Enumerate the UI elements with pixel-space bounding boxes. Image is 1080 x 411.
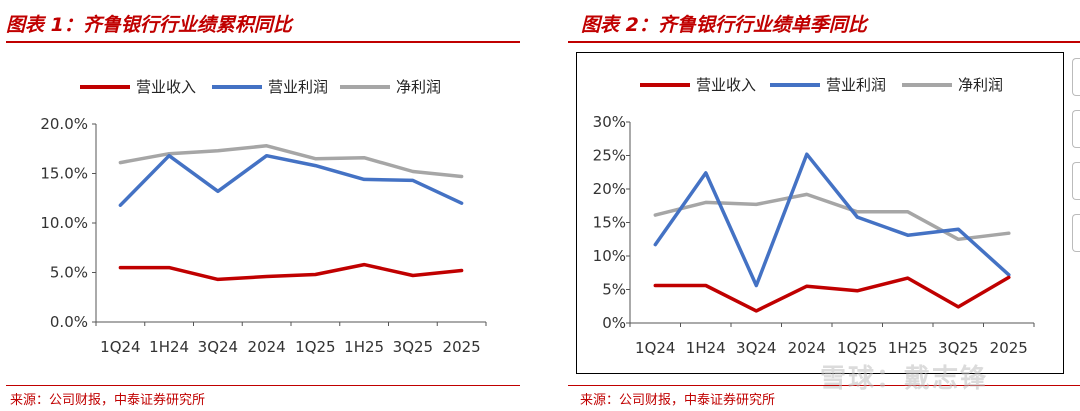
chart2-x-tick-label: 2025: [990, 339, 1028, 357]
chart1-x-tick-label: 1Q24: [100, 338, 140, 356]
chart2-x-tick-label: 2024: [788, 339, 826, 357]
chart1-title-rule: [6, 41, 520, 43]
chart2-x-tick-label: 1Q25: [837, 339, 877, 357]
chart2-y-tick-label: 15%: [593, 214, 626, 232]
chart2-series-line-3: [653, 192, 1011, 242]
chart1-x-tick-label: 1H24: [149, 338, 189, 356]
chart2-title-rule: [568, 41, 1080, 43]
chart2-legend-label: 营业收入: [696, 76, 756, 94]
chart1-source: 来源：公司财报，中泰证券研究所: [10, 393, 206, 408]
chart2-frame: [576, 52, 1064, 374]
chart1-legend-label: 净利润: [396, 78, 441, 96]
chart2-y-tick-label: 25%: [593, 147, 626, 165]
chart1-legend-label: 营业收入: [136, 78, 196, 96]
chart2-series-line-2: [653, 152, 1011, 288]
chart2-x-tick-label: 3Q24: [736, 339, 776, 357]
chart2-y-tick-label: 30%: [593, 113, 626, 131]
chart2-x-tick-label: 1H24: [686, 339, 726, 357]
chart1-x-tick-label: 1Q25: [295, 338, 335, 356]
chart2-y-tick-label: 0%: [602, 314, 626, 332]
chart1-series-line-3: [118, 144, 464, 179]
chart2-y-tick-label: 10%: [593, 247, 626, 265]
edge-tabs: [1072, 58, 1080, 288]
chart2-x-tick-label: 1Q24: [635, 339, 675, 357]
chart2-source-rule: [568, 385, 1080, 386]
chart1-x-tick-label: 3Q24: [198, 338, 238, 356]
chart2-legend-label: 营业利润: [826, 76, 886, 94]
chart1-source-rule: [6, 385, 520, 386]
chart1-legend-label: 营业利润: [268, 78, 328, 96]
chart1-x-tick-label: 2025: [443, 338, 481, 356]
chart1-y-tick-label: 5.0%: [50, 264, 88, 282]
chart2-x-tick-label: 3Q25: [938, 339, 978, 357]
watermark: 雪球：戴志锋: [820, 364, 989, 394]
chart2-legend-label: 净利润: [958, 76, 1003, 94]
chart2-source: 来源：公司财报，中泰证券研究所: [580, 393, 776, 408]
chart1-x-tick-label: 3Q25: [393, 338, 433, 356]
chart1-y-tick-label: 10.0%: [40, 214, 88, 232]
chart1-x-tick-label: 2024: [248, 338, 286, 356]
chart1-series-line-2: [118, 153, 464, 207]
chart1-y-tick-label: 0.0%: [50, 313, 88, 331]
chart1-series-line-1: [118, 262, 464, 282]
chart2-y-tick-label: 20%: [593, 180, 626, 198]
chart2-series-line-1: [653, 275, 1011, 313]
chart1-title: 图表 1：齐鲁银行行业绩累积同比: [6, 14, 292, 36]
chart1-x-tick-label: 1H25: [344, 338, 384, 356]
chart2-title: 图表 2：齐鲁银行行业绩单季同比: [581, 14, 867, 36]
chart2-x-tick-label: 1H25: [888, 339, 928, 357]
chart2-svg: 0% 5% 10% 15% 20% 25% 30% 1Q24 1H24 3Q24 2024 1Q25 1…: [593, 76, 1035, 357]
chart1-y-tick-label: 20.0%: [40, 115, 88, 133]
chart1-svg: 0.0% 5.0% 10.0% 15.0% 20.0% 1Q24 1H24 3Q24 2024 1…: [40, 78, 487, 356]
chart1-y-tick-label: 15.0%: [40, 165, 88, 183]
chart2-y-tick-label: 5%: [602, 281, 626, 299]
